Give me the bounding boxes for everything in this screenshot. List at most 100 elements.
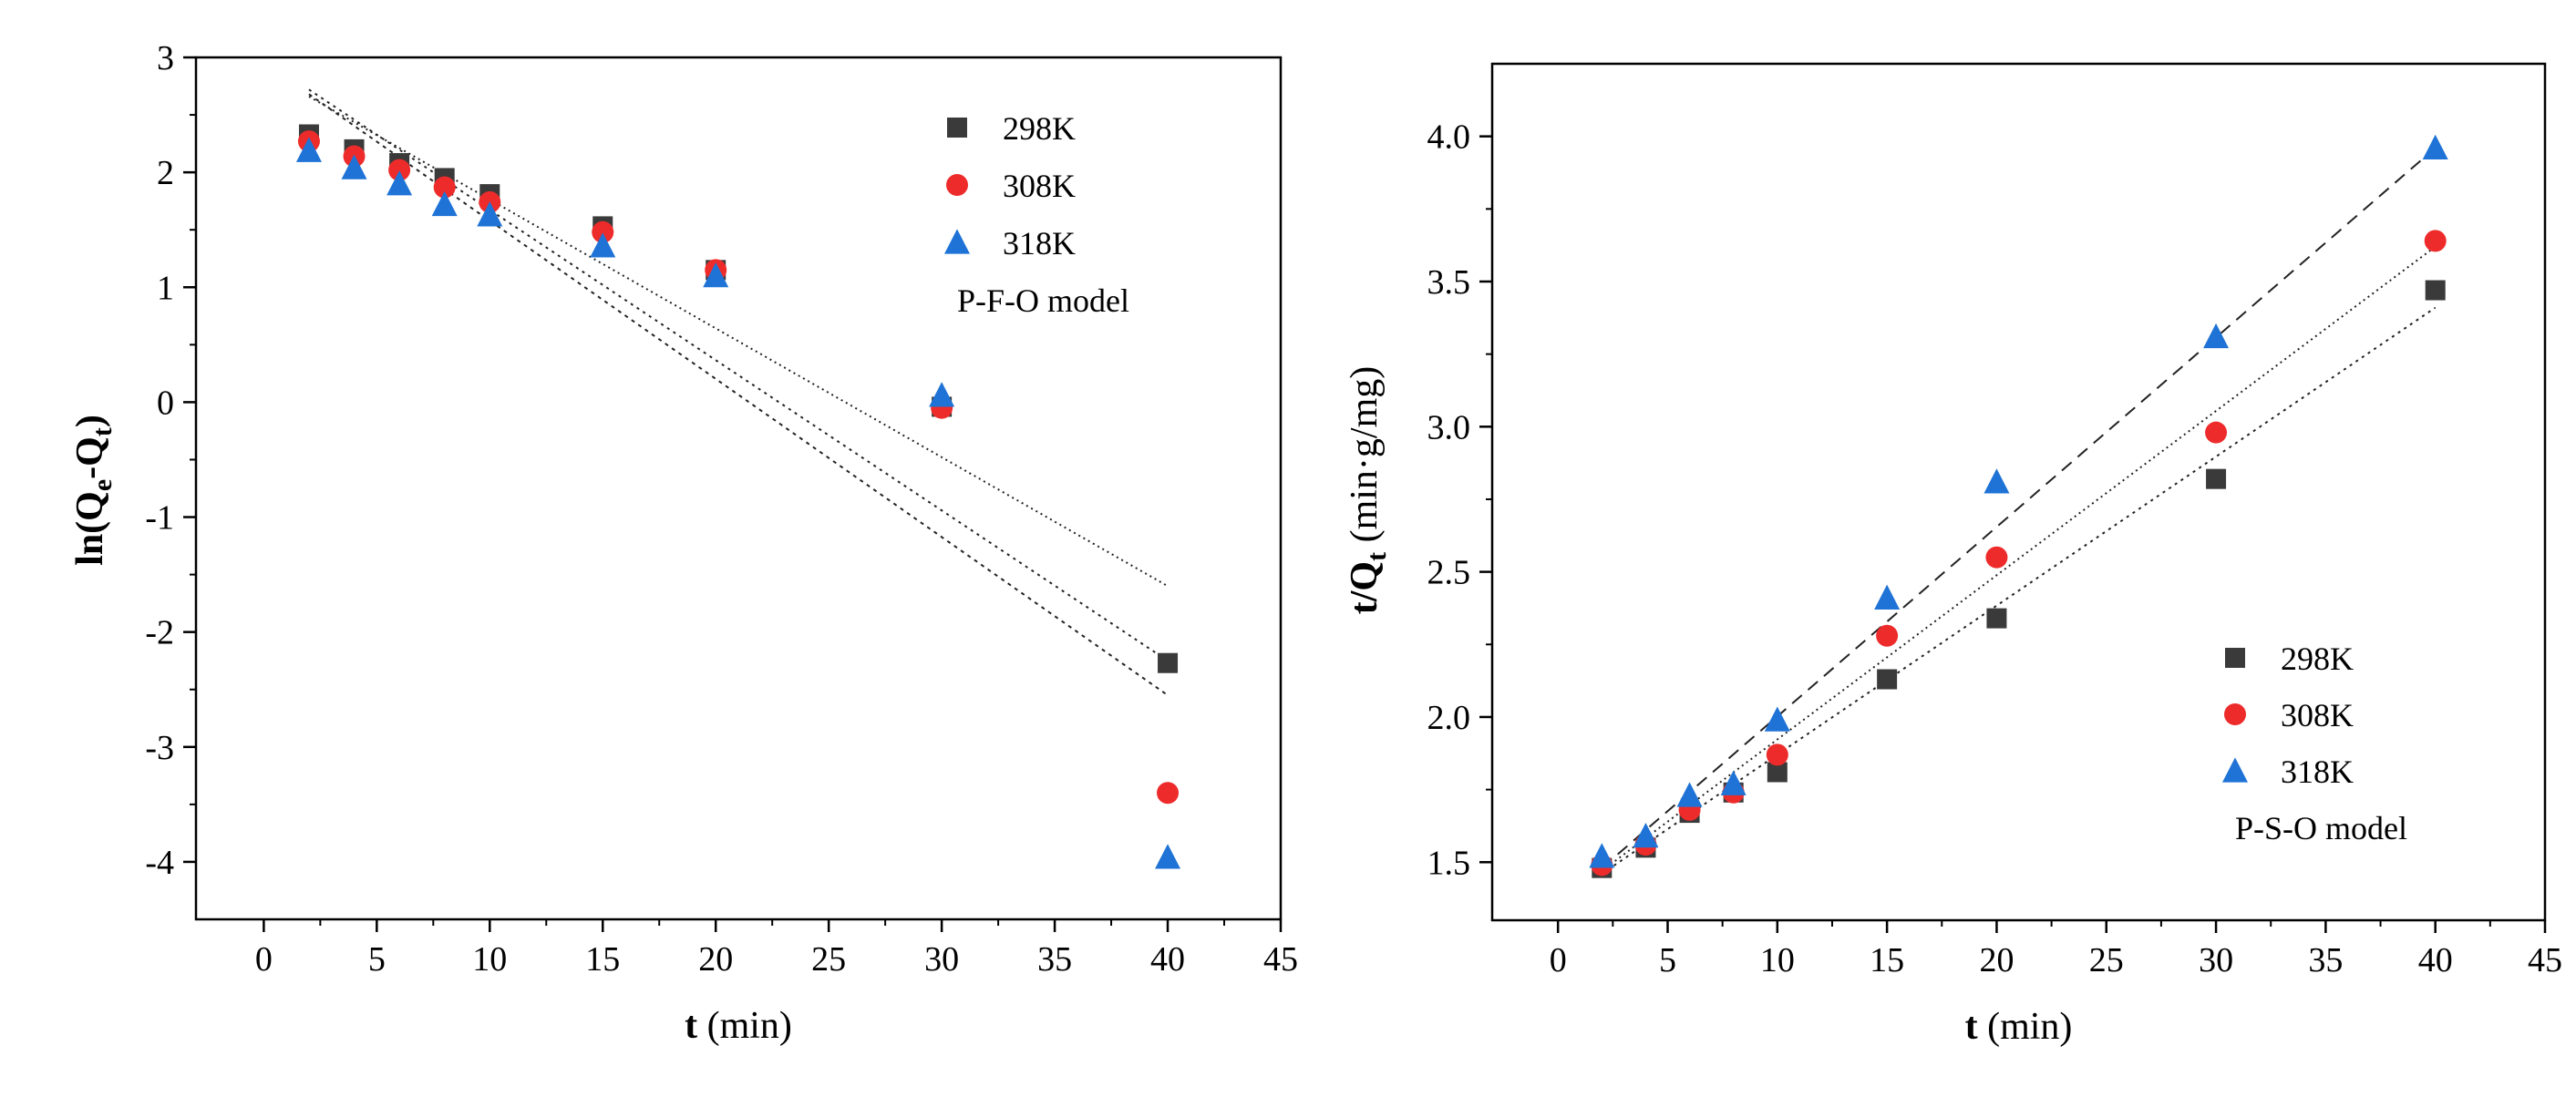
legend-label: 318K xyxy=(1003,225,1076,261)
x-tick-label: 30 xyxy=(2199,941,2233,979)
x-axis-title-unit: (min) xyxy=(697,1005,792,1047)
y-tick-label: -1 xyxy=(145,499,174,538)
x-axis-title-var: t xyxy=(1965,1006,1978,1048)
data-point-318K xyxy=(2422,134,2448,160)
data-point-318K xyxy=(1720,770,1747,795)
legend-label: 308K xyxy=(1003,168,1076,204)
data-point-298K xyxy=(2425,280,2446,301)
y-tick-label: 2 xyxy=(157,154,174,192)
x-tick-label: 45 xyxy=(1263,940,1298,979)
x-axis-title-unit: (min) xyxy=(1978,1006,2073,1048)
y-tick-label: 0 xyxy=(157,384,174,422)
data-point-308K xyxy=(433,176,456,199)
legend-marker-298K xyxy=(2225,648,2245,668)
data-point-318K xyxy=(1676,782,1703,807)
legend-label: 298K xyxy=(2281,641,2354,677)
fit-line-308K xyxy=(1601,245,2437,872)
legend-label: 318K xyxy=(2281,754,2354,790)
y-axis-title: t/Qt (min·g/mg) xyxy=(1344,366,1392,614)
x-tick-label: 10 xyxy=(472,940,507,979)
y-axis-title-part: t/Q xyxy=(1344,561,1386,614)
fit-lines xyxy=(1601,147,2437,875)
data-point-318K xyxy=(703,262,729,288)
y-axis-title-part: -Q xyxy=(69,436,111,479)
data-point-318K xyxy=(1764,706,1790,732)
data-point-308K xyxy=(592,220,614,243)
y-tick-label: 3.0 xyxy=(1427,408,1471,446)
legend-marker-308K xyxy=(946,174,968,196)
legend: 298K 308K 318K P-F-O model xyxy=(944,110,1129,319)
x-tick-label: 40 xyxy=(1150,940,1185,979)
y-tick-label: 3 xyxy=(157,39,174,77)
data-point-318K xyxy=(1633,822,1659,848)
x-tick-label: 0 xyxy=(1550,941,1567,979)
x-tick-label: 5 xyxy=(1659,941,1676,979)
data-point-298K xyxy=(1986,608,2007,629)
x-tick-label: 35 xyxy=(2308,941,2343,979)
data-point-318K xyxy=(1984,468,2010,494)
plot-frame xyxy=(194,56,1283,921)
data-point-318K xyxy=(1589,843,1615,868)
data-point-318K xyxy=(2203,323,2230,349)
y-tick-label: -3 xyxy=(145,729,174,767)
data-point-318K xyxy=(341,154,367,179)
legend-marker-318K xyxy=(2222,757,2248,783)
legend-marker-308K xyxy=(2224,703,2246,725)
data-point-318K xyxy=(1155,844,1181,869)
x-tick-label: 45 xyxy=(2528,941,2562,979)
y-tick-label: 1 xyxy=(157,269,174,307)
data-point-308K xyxy=(1985,546,2008,569)
y-axis: 1.5 2.0 2.5 3.0 3.5 4.0 xyxy=(1427,118,1492,882)
legend-marker-298K xyxy=(947,118,967,138)
legend-label: 298K xyxy=(1003,110,1076,147)
x-axis-title: t (min) xyxy=(1965,1006,2073,1048)
x-axis: 0 5 10 15 20 25 30 35 40 45 xyxy=(1550,920,2562,979)
fit-line-318K xyxy=(1601,147,2437,869)
x-tick-label: 30 xyxy=(924,940,959,979)
data-point-308K xyxy=(2424,230,2447,252)
data-point-308K xyxy=(1766,743,1788,766)
data-point-308K xyxy=(1876,624,1899,647)
x-axis-title-var: t xyxy=(685,1005,697,1047)
data-point-318K xyxy=(590,232,616,258)
y-axis-title-part: ln(Q xyxy=(69,491,111,566)
y-axis-title-part: ) xyxy=(69,415,111,427)
data-point-318K xyxy=(386,170,413,196)
x-tick-label: 10 xyxy=(1760,941,1795,979)
legend-marker-318K xyxy=(944,229,970,254)
chart-pso: 0 5 10 15 20 25 30 35 40 45 1.5 2.0 2.5 3.0 3.5 4.0 t (m… xyxy=(1344,62,2562,1048)
data-point-308K xyxy=(1157,782,1180,805)
data-point-308K xyxy=(388,159,411,181)
y-axis-title-sub: t xyxy=(88,427,118,436)
x-tick-label: 20 xyxy=(1979,941,2014,979)
fit-line-298K xyxy=(1601,306,2437,875)
x-axis-title: t (min) xyxy=(685,1005,792,1047)
series-318K xyxy=(295,137,1181,869)
y-tick-label: 2.5 xyxy=(1427,554,1471,592)
data-point-318K xyxy=(431,190,458,217)
x-tick-label: 15 xyxy=(1870,941,1904,979)
data-point-298K xyxy=(1767,762,1788,783)
y-tick-label: 1.5 xyxy=(1427,844,1471,882)
data-point-298K xyxy=(1877,669,1898,690)
y-tick-label: 3.5 xyxy=(1427,263,1471,302)
x-axis: 0 5 10 15 20 25 30 35 40 45 xyxy=(255,919,1298,979)
x-tick-label: 15 xyxy=(585,940,620,979)
data-point-318K xyxy=(477,201,503,227)
data-point-308K xyxy=(2205,421,2228,444)
data-point-298K xyxy=(2206,468,2227,489)
x-tick-label: 25 xyxy=(811,940,846,979)
data-point-298K xyxy=(1158,652,1179,673)
chart-pfo: 0 5 10 15 20 25 30 35 40 45 -4 -3 -2 -1 0 1 2 3 t (min) ln(… xyxy=(69,39,1298,1047)
data-point-318K xyxy=(295,137,322,162)
y-tick-label: -4 xyxy=(145,844,174,882)
x-tick-label: 35 xyxy=(1037,940,1072,979)
y-tick-label: 4.0 xyxy=(1427,118,1471,157)
legend-label: 308K xyxy=(2281,697,2354,733)
x-tick-label: 5 xyxy=(368,940,386,979)
data-point-318K xyxy=(929,382,955,407)
x-tick-label: 20 xyxy=(698,940,733,979)
x-tick-label: 0 xyxy=(255,940,273,979)
y-axis-title: ln(Qe-Qt) xyxy=(69,415,118,566)
